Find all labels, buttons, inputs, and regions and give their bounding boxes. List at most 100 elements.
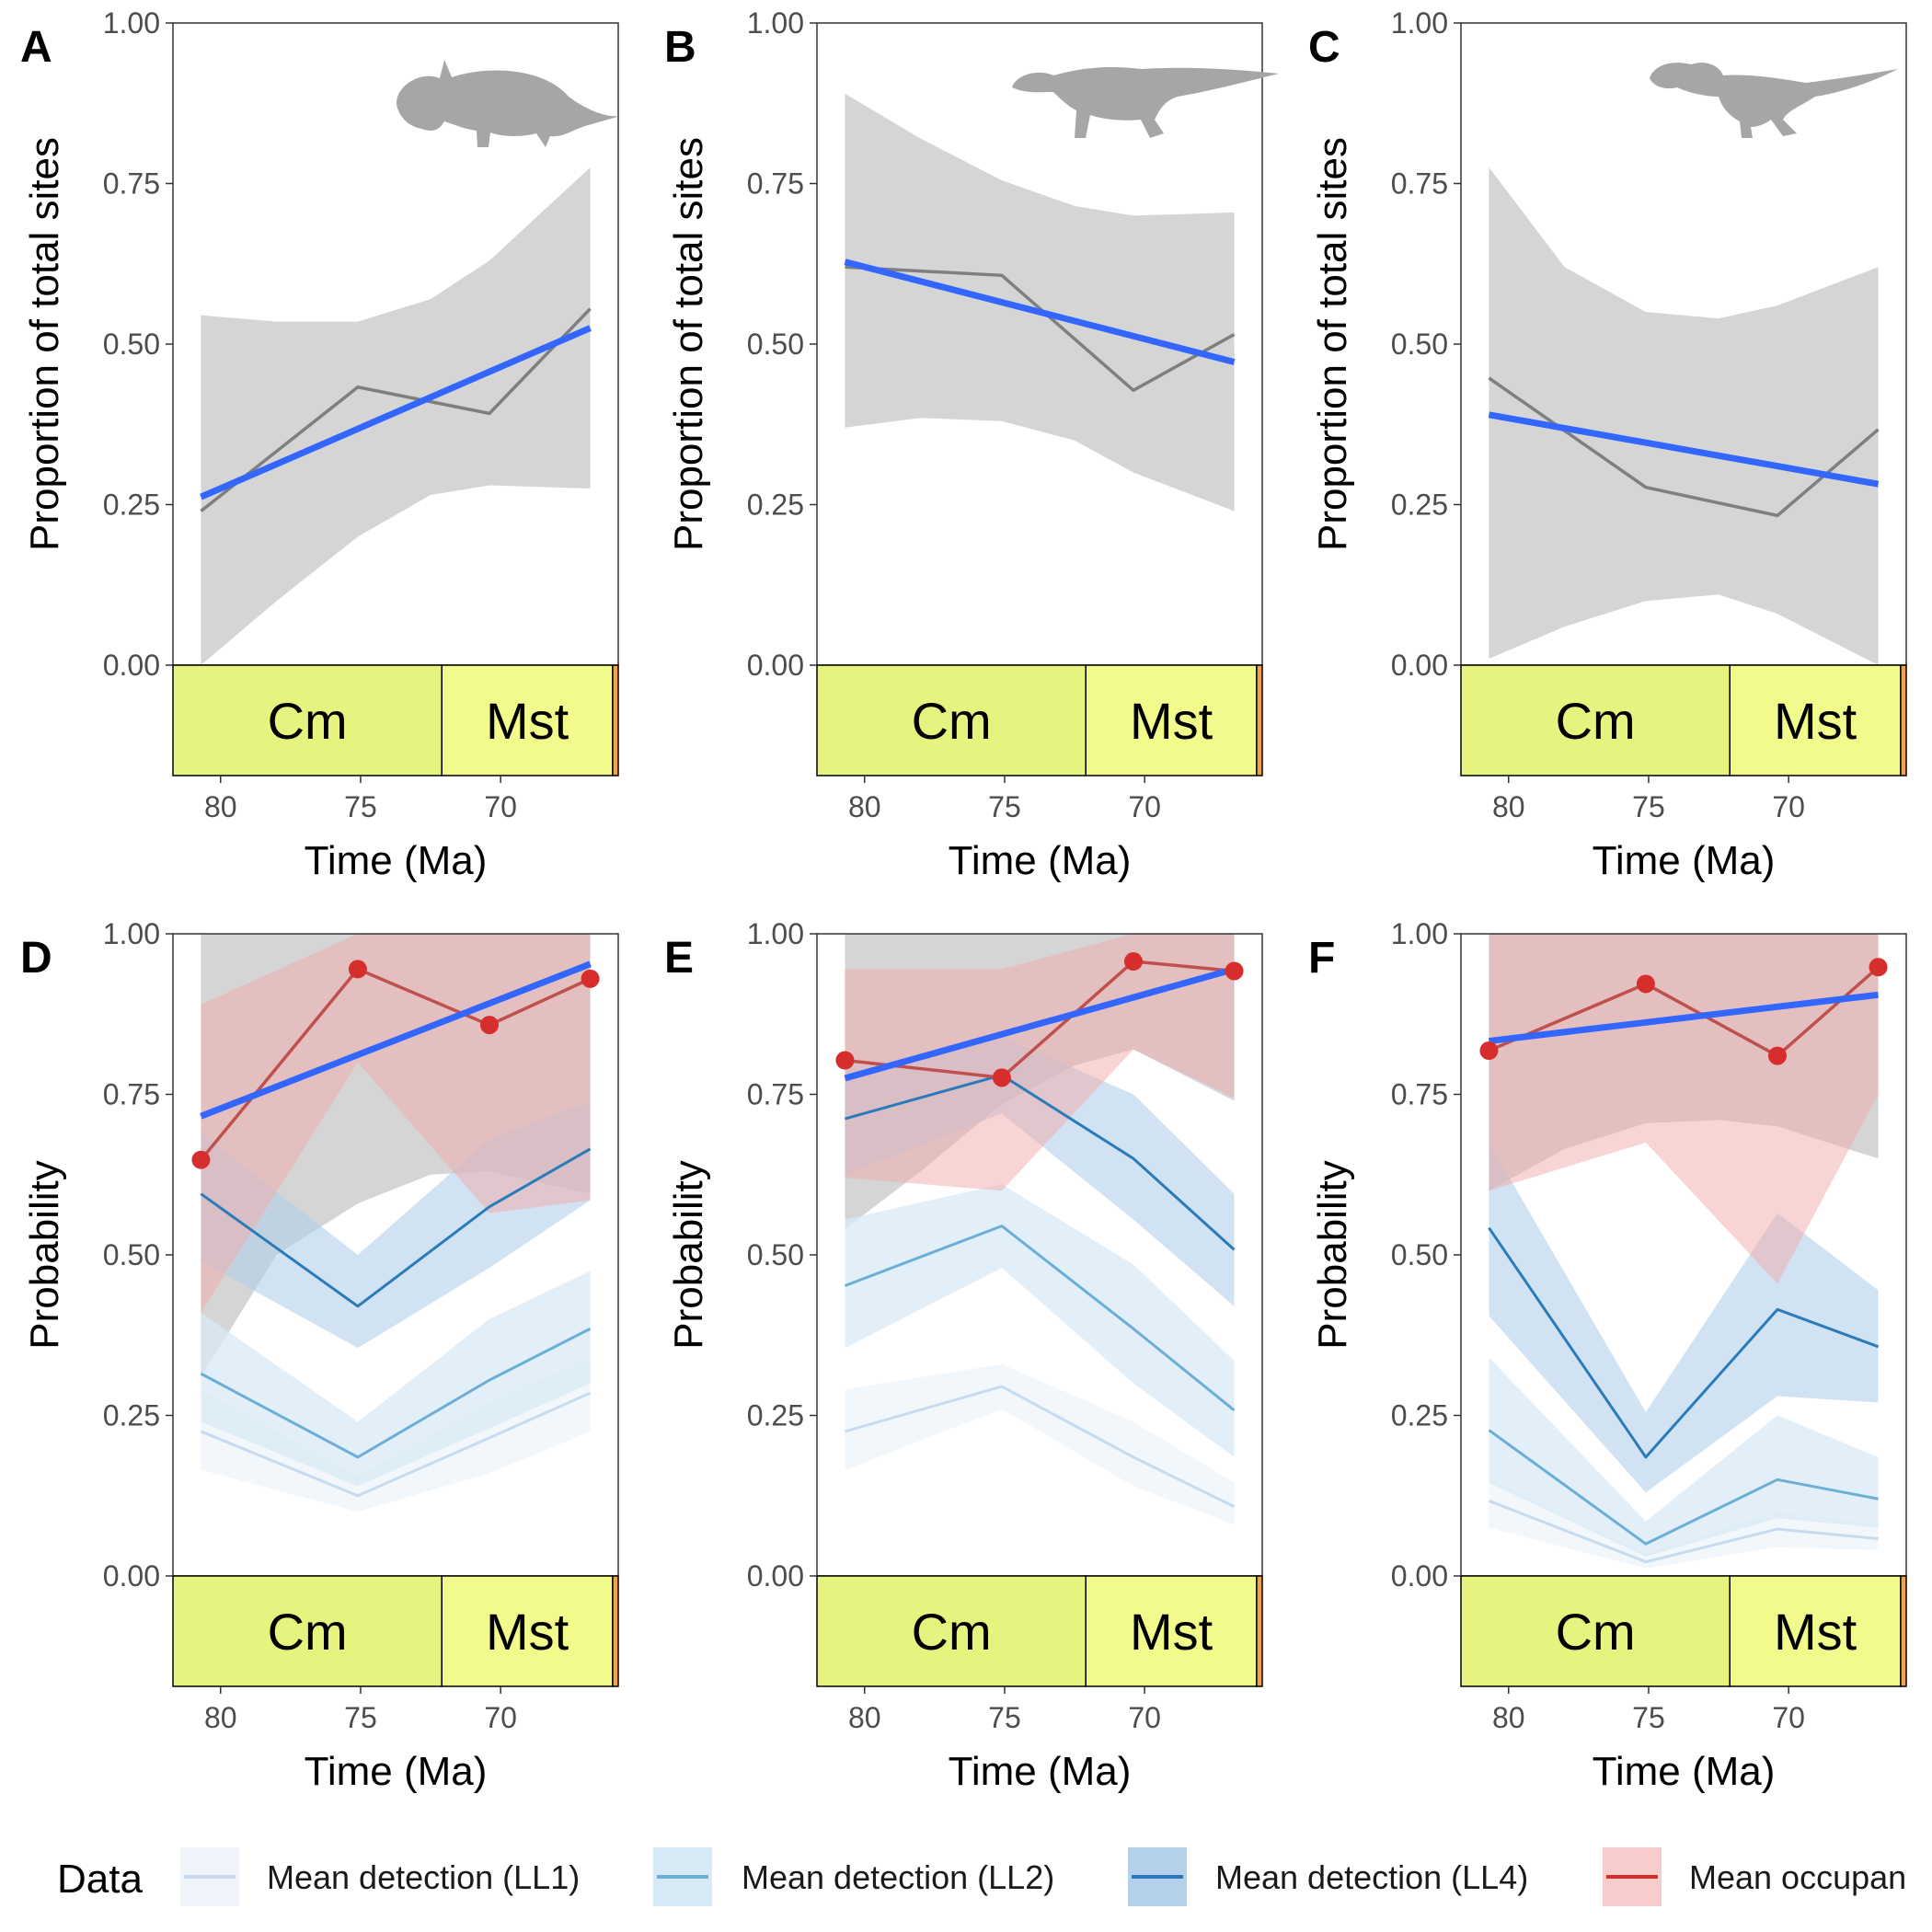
- panel-label: C: [1308, 23, 1340, 72]
- panel-label: F: [1308, 934, 1335, 983]
- mean-detection-ll4-line: [1488, 1226, 1880, 1459]
- stage-bar: Cm Mst: [172, 664, 619, 776]
- mean-detection-ll1-band: [1489, 1479, 1879, 1569]
- x-tick-label: 70: [1772, 790, 1805, 823]
- occupancy-point: [191, 1150, 211, 1169]
- x-tick-label: 70: [484, 790, 517, 823]
- stage-box-maastrichtian-end: [1900, 664, 1907, 776]
- x-axis-title: Time (Ma): [1593, 1749, 1776, 1794]
- occupancy-point: [1479, 1041, 1499, 1061]
- stage-label: Cm: [268, 692, 348, 750]
- y-tick-label: 0.50: [103, 328, 160, 361]
- mean-occupancy-line: [845, 960, 1235, 1080]
- y-tick-label: 0.25: [103, 489, 160, 522]
- y-tick-label: 1.00: [1391, 6, 1448, 40]
- x-tick-label: 80: [848, 1701, 881, 1734]
- panel-c: Cm Mst 0.00 0.25 0.50 0.75 1.00 80 75 70 Time (Ma)…: [1308, 6, 1907, 883]
- panel-label: E: [664, 934, 694, 983]
- panel-label: D: [20, 934, 52, 983]
- occupancy-point: [1225, 961, 1244, 981]
- stage-label: Mst: [1130, 1603, 1213, 1661]
- plot-area: [844, 93, 1236, 512]
- mean-occupancy-band: [1489, 934, 1879, 1284]
- occupancy-point: [992, 1068, 1011, 1087]
- y-tick-label: 0.75: [747, 1078, 804, 1111]
- y-tick-label: 0.00: [1391, 649, 1448, 682]
- y-axis-title: Proportion of total sites: [666, 137, 711, 551]
- trend-line: [200, 960, 592, 1120]
- y-tick-label: 0.75: [1391, 167, 1448, 201]
- x-tick-label: 80: [1492, 790, 1525, 823]
- y-tick-label: 0.25: [747, 489, 804, 522]
- y-axis-title: Proportion of total sites: [22, 137, 67, 551]
- y-tick-label: 0.50: [747, 328, 804, 361]
- trend-line: [844, 966, 1236, 1082]
- stage-box-maastrichtian-end: [612, 1575, 619, 1687]
- occupancy-point: [835, 1051, 855, 1070]
- stage-box-mst: [1085, 1575, 1258, 1687]
- panel-label: A: [20, 23, 52, 72]
- y-tick-label: 0.00: [747, 1559, 804, 1593]
- y-tick-label: 0.50: [103, 1238, 160, 1271]
- y-tick-label: 0.75: [103, 1078, 160, 1111]
- y-tick-label: 1.00: [103, 6, 160, 40]
- mean-detection-ll2-line: [1488, 1429, 1879, 1546]
- legend: Data Mean detection (LL1) Mean detection…: [57, 1847, 1906, 1906]
- x-tick-label: 80: [1492, 1701, 1525, 1734]
- y-tick-label: 0.25: [1391, 1399, 1448, 1432]
- trend-confidence-band: [201, 167, 591, 665]
- y-tick-label: 1.00: [747, 6, 804, 40]
- x-tick-label: 75: [344, 1701, 377, 1734]
- legend-label-ll2: Mean detection (LL2): [742, 1858, 1054, 1896]
- trend-line: [844, 259, 1236, 365]
- stage-box-mst: [1085, 664, 1258, 776]
- plot-area: [1479, 934, 1888, 1569]
- panel-f: Cm Mst 0.00 0.25 0.50 0.75 1.00 80 75 70 Time (Ma)…: [1308, 917, 1907, 1794]
- legend-item-ll2: Mean detection (LL2): [653, 1847, 1054, 1906]
- stage-label: Cm: [268, 1603, 348, 1661]
- silhouette-body: [1012, 66, 1279, 138]
- legend-title: Data: [57, 1857, 143, 1902]
- mean-detection-ll4-line: [845, 1074, 1236, 1251]
- silhouette-body: [397, 60, 624, 147]
- mean-detection-ll1-line: [845, 1385, 1236, 1508]
- stage-box-cm: [172, 664, 443, 776]
- stage-box-mst: [1729, 664, 1902, 776]
- y-tick-label: 1.00: [103, 917, 160, 950]
- stage-label: Mst: [1774, 692, 1857, 750]
- plot-area: [191, 934, 600, 1512]
- y-tick-label: 0.25: [103, 1399, 160, 1432]
- stage-label: Cm: [912, 692, 992, 750]
- stage-label: Cm: [1556, 1603, 1636, 1661]
- trend-line: [200, 325, 592, 500]
- stage-bar: Cm Mst: [1460, 664, 1907, 776]
- y-axis-title: Proportion of total sites: [1310, 137, 1355, 551]
- legend-label-ll1: Mean detection (LL1): [267, 1858, 580, 1896]
- trend-line: [1488, 411, 1880, 488]
- legend-label-occupancy: Mean occupan: [1689, 1858, 1906, 1896]
- observed-proportion-line: [845, 265, 1236, 393]
- x-tick-label: 75: [988, 1701, 1021, 1734]
- legend-item-ll4: Mean detection (LL4): [1128, 1847, 1528, 1906]
- mean-detection-ll2-band: [1489, 1357, 1879, 1558]
- y-tick-label: 0.75: [747, 167, 804, 201]
- plot-area: [1488, 167, 1880, 665]
- y-tick-label: 0.00: [747, 649, 804, 682]
- occupancy-point: [1767, 1046, 1787, 1065]
- stage-label: Mst: [486, 692, 569, 750]
- occupancy-point: [348, 960, 367, 979]
- x-tick-label: 80: [204, 1701, 237, 1734]
- panel-a: Cm Mst 0.00 0.25 0.50 0.75 1.00 80 75 70 Time (Ma)…: [20, 6, 624, 883]
- mean-detection-ll1-band: [201, 1357, 591, 1512]
- x-tick-label: 75: [344, 790, 377, 823]
- stage-label: Cm: [912, 1603, 992, 1661]
- x-tick-label: 75: [988, 790, 1021, 823]
- mean-detection-ll2-band: [201, 1271, 591, 1487]
- y-axis-title: Probability: [666, 1160, 711, 1349]
- mean-detection-ll1-line: [1488, 1499, 1879, 1564]
- panels-group: Cm Mst 0.00 0.25 0.50 0.75 1.00 80 75 70 Time (Ma)…: [20, 6, 1907, 1794]
- stage-box-maastrichtian-end: [1900, 1575, 1907, 1687]
- x-axis-title: Time (Ma): [949, 838, 1132, 883]
- y-tick-label: 0.50: [1391, 1238, 1448, 1271]
- y-tick-label: 0.25: [747, 1399, 804, 1432]
